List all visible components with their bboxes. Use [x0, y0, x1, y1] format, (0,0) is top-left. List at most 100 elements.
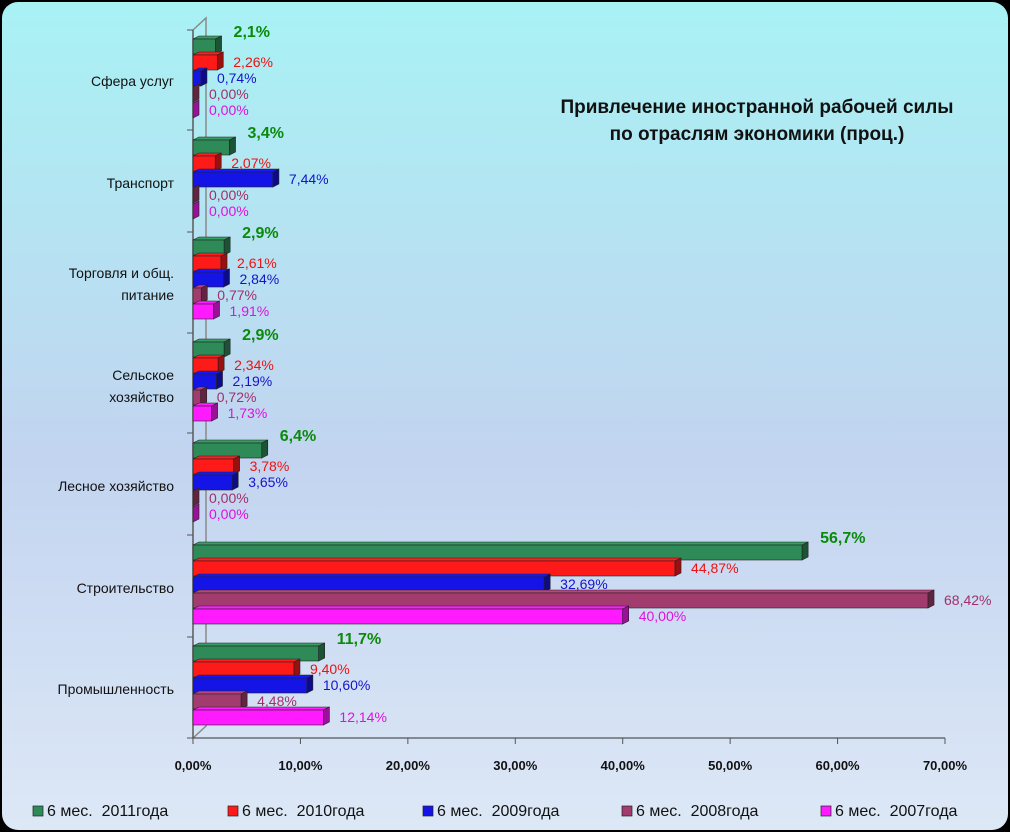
legend-item: 6 мес. 2011года: [32, 803, 168, 820]
bar: [192, 67, 208, 87]
bar-side-face: [192, 487, 200, 507]
bar: [192, 152, 222, 172]
bar-side-face: [211, 402, 218, 422]
bar-side-face: [220, 252, 228, 272]
data-label: 56,7%: [820, 530, 865, 547]
data-label: 0,00%: [209, 506, 249, 522]
bar-side-face: [318, 642, 325, 662]
bar-top-face: [192, 455, 240, 460]
data-label: 40,00%: [639, 608, 686, 624]
bar: [192, 268, 230, 288]
legend-swatch: [32, 805, 44, 817]
data-label: 2,34%: [234, 357, 274, 373]
bar: [192, 300, 220, 320]
bar: [192, 51, 224, 71]
data-label: 2,9%: [242, 327, 278, 344]
legend-swatch: [227, 805, 239, 817]
data-label: 11,7%: [337, 631, 381, 648]
legend-item: 6 мес. 2007года: [820, 803, 958, 820]
category-label: Лесное хозяйство: [58, 478, 174, 494]
bar: [192, 402, 218, 422]
bar-top-face: [192, 674, 314, 679]
bar: [192, 184, 200, 204]
category-label: Транспорт: [107, 175, 175, 191]
bar: [192, 386, 208, 406]
legend-label: 6 мес. 2011года: [47, 803, 168, 820]
legend-swatch: [621, 805, 633, 817]
bar-top-face: [192, 439, 268, 444]
bar-top-face: [192, 573, 551, 578]
bar-side-face: [240, 690, 248, 710]
chart-bars: [192, 35, 935, 726]
data-label: 10,60%: [323, 677, 370, 693]
data-label: 2,07%: [231, 155, 271, 171]
bar: [192, 455, 240, 475]
bar-top-face: [192, 541, 809, 546]
legend-label: 6 мес. 2007года: [835, 803, 958, 820]
bar: [192, 690, 248, 710]
bar-side-face: [192, 83, 200, 103]
data-label: 1,73%: [228, 405, 268, 421]
legend-item: 6 мес. 2009года: [422, 803, 560, 820]
bar: [192, 284, 208, 304]
bar-side-face: [216, 370, 223, 390]
bar-side-face: [622, 605, 630, 625]
bar-side-face: [272, 168, 280, 188]
bar-front-face: [192, 608, 624, 625]
data-label: 9,40%: [310, 661, 350, 677]
data-label: 32,69%: [560, 576, 607, 592]
data-label: 4,48%: [257, 693, 297, 709]
bar-side-face: [261, 439, 269, 459]
bar-top-face: [192, 471, 239, 476]
data-label: 0,00%: [209, 203, 249, 219]
bar-side-face: [192, 503, 200, 523]
bar-front-face: [192, 171, 274, 188]
bar: [192, 658, 301, 678]
data-label: 0,74%: [217, 70, 257, 86]
bar-side-face: [214, 152, 222, 172]
data-label: 2,84%: [240, 271, 280, 287]
data-label: 0,00%: [209, 187, 249, 203]
data-label: 2,61%: [237, 255, 277, 271]
bar: [192, 471, 239, 491]
data-label: 44,87%: [691, 560, 738, 576]
bar-side-face: [200, 386, 208, 406]
bar-side-face: [801, 541, 809, 561]
category-label: Сфера услуг: [91, 73, 174, 89]
bar: [192, 354, 225, 374]
bar-side-face: [216, 51, 224, 71]
x-tick-label: 40,00%: [601, 758, 646, 773]
bar-front-face: [192, 405, 212, 422]
data-label: 2,19%: [233, 373, 273, 389]
bar-side-face: [192, 200, 200, 220]
bar: [192, 200, 200, 220]
bar: [192, 83, 200, 103]
chart-title-line-2: по отраслям экономики (проц.): [610, 124, 905, 145]
bar: [192, 136, 236, 156]
legend-item: 6 мес. 2010года: [227, 803, 365, 820]
bar: [192, 573, 551, 593]
data-label: 1,91%: [230, 303, 270, 319]
bar: [192, 487, 200, 507]
bar-side-face: [200, 67, 208, 87]
bar: [192, 168, 280, 188]
data-label: 3,4%: [248, 125, 284, 142]
bar-side-face: [293, 658, 301, 678]
chart-data-labels: 2,1% 3,4% 2,9% 2,9% 6,4% 56,7% 11,7% 2,26% 2,07%…: [209, 24, 992, 725]
bar-side-face: [215, 35, 222, 55]
x-tick-label: 60,00%: [816, 758, 861, 773]
bar-front-face: [192, 709, 324, 726]
bar-top-face: [192, 690, 248, 695]
bar: [192, 439, 269, 459]
data-label: 2,1%: [234, 24, 270, 41]
chart-title-line-1: Привлечение иностранной рабочей силы: [560, 97, 953, 118]
data-label: 3,78%: [250, 458, 290, 474]
bar-side-face: [229, 136, 236, 156]
bar: [192, 370, 223, 390]
x-tick-label: 0,00%: [175, 758, 212, 773]
data-label: 2,26%: [233, 54, 273, 70]
bar-front-face: [192, 271, 224, 288]
data-label: 12,14%: [339, 709, 386, 725]
chart-title: Привлечение иностранной рабочей силы по …: [560, 97, 953, 145]
